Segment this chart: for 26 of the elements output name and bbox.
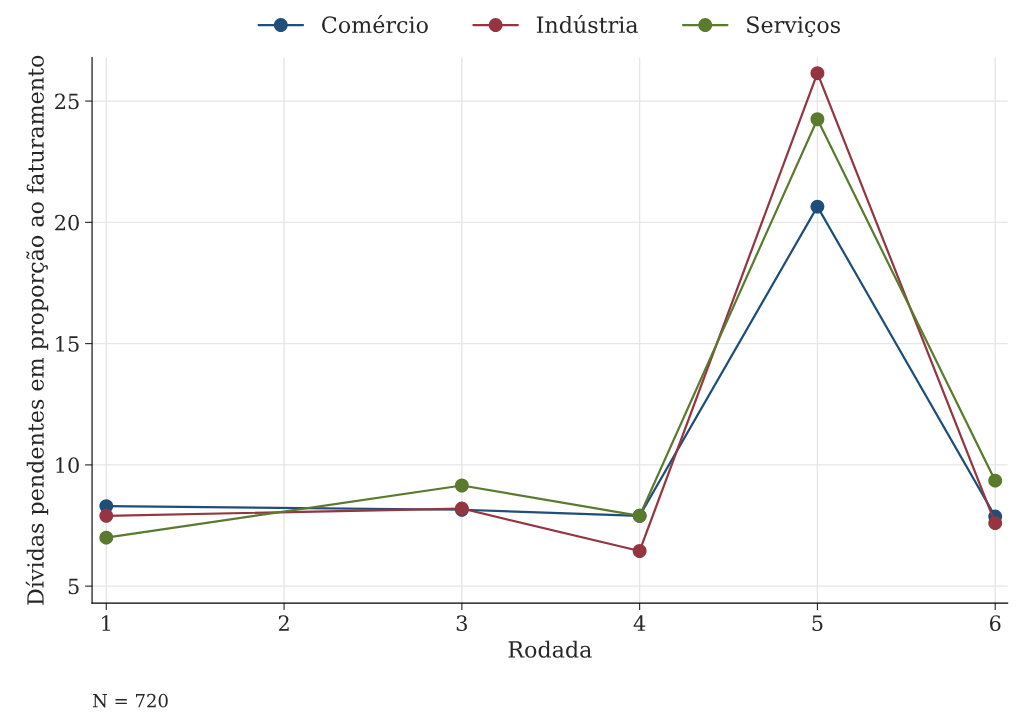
legend-label: Serviços bbox=[747, 16, 840, 38]
y-axis-title: Dívidas pendentes em proporção ao faturamento bbox=[25, 55, 49, 605]
point bbox=[454, 478, 469, 493]
text: N = 720 bbox=[92, 693, 168, 708]
x-tick-label: 3 bbox=[456, 615, 467, 632]
legend-label: Indústria bbox=[536, 15, 638, 34]
point bbox=[988, 516, 1003, 531]
x-axis-title: Rodada bbox=[508, 640, 592, 658]
x-tick-label: 5 bbox=[812, 615, 823, 632]
point bbox=[99, 530, 114, 545]
y-tick-label: 25 bbox=[55, 93, 79, 110]
point bbox=[810, 199, 825, 214]
point bbox=[99, 508, 114, 523]
y-tick-label: 15 bbox=[56, 336, 79, 352]
point bbox=[988, 473, 1003, 488]
x-tick-label: 4 bbox=[633, 615, 646, 631]
point bbox=[810, 66, 825, 81]
legend-label: Comércio bbox=[322, 15, 428, 34]
x-tick-label: 2 bbox=[278, 615, 289, 631]
point bbox=[632, 544, 647, 558]
x-tick-label: 1 bbox=[102, 615, 110, 631]
y-tick-label: 5 bbox=[68, 578, 79, 595]
x-tick-label: 6 bbox=[989, 615, 1001, 632]
point bbox=[810, 112, 825, 127]
y-tick-label: 20 bbox=[55, 214, 79, 231]
y-tick-label: 10 bbox=[56, 457, 79, 474]
